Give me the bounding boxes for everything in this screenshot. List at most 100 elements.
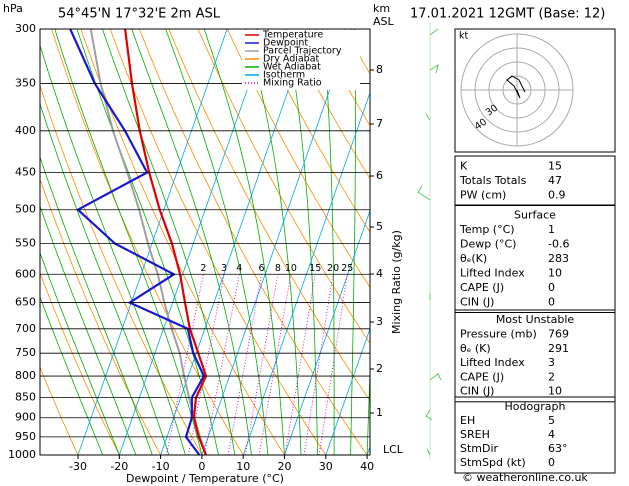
isotherm bbox=[201, 29, 352, 455]
table-label: CAPE (J) bbox=[460, 370, 504, 383]
y-tick-label: 900 bbox=[15, 411, 36, 424]
date-header: 17.01.2021 12GMT (Base: 12) bbox=[410, 7, 605, 22]
isotherm bbox=[242, 91, 370, 455]
table-value: 47 bbox=[548, 174, 562, 187]
wet-adiabat bbox=[285, 29, 318, 455]
mixing-ratio-line bbox=[203, 274, 240, 455]
dry-adiabat bbox=[256, 29, 370, 234]
table-title: Most Unstable bbox=[496, 313, 575, 326]
wet-adiabat bbox=[165, 29, 269, 455]
mixing-ratio-line bbox=[284, 274, 316, 455]
table-label: StmDir bbox=[460, 442, 499, 455]
table-box bbox=[454, 396, 616, 474]
table-value: 769 bbox=[548, 327, 569, 340]
wet-adiabat bbox=[40, 155, 153, 455]
footer: © weatheronline.co.uk bbox=[462, 471, 588, 484]
km-tick-label: 7 bbox=[376, 117, 383, 130]
legend-label: Dry Adiabat bbox=[263, 54, 320, 65]
wet-adiabat bbox=[40, 205, 137, 455]
mixing-ratio-line bbox=[303, 274, 334, 455]
hodograph-frame bbox=[454, 28, 616, 153]
x-tick-label: 40 bbox=[360, 460, 374, 473]
x-tick-label: -30 bbox=[69, 460, 87, 473]
table-label: CIN (J) bbox=[460, 385, 494, 398]
wet-adiabat bbox=[366, 362, 370, 455]
mixing-ratio-label: 15 bbox=[309, 263, 321, 274]
dry-adiabat bbox=[109, 29, 327, 455]
table-label: θₑ(K) bbox=[460, 252, 487, 265]
y-tick-label: 800 bbox=[15, 369, 36, 382]
mixing-ratio-label: 10 bbox=[285, 263, 297, 274]
wet-adiabat bbox=[40, 295, 104, 455]
mixing-ratio-label: 8 bbox=[275, 263, 281, 274]
dry-adiabat bbox=[226, 29, 370, 288]
legend-label: Dewpoint bbox=[263, 38, 308, 49]
y-tick-label: 1000 bbox=[8, 448, 36, 461]
mixing-ratio-line bbox=[258, 274, 292, 455]
wind-profile bbox=[417, 22, 442, 460]
y-tick-label: 850 bbox=[15, 390, 36, 403]
wet-adiabat bbox=[350, 29, 356, 455]
table-label: Temp (°C) bbox=[459, 223, 515, 236]
hodograph-trace bbox=[506, 75, 526, 99]
table-value: 0 bbox=[548, 295, 555, 308]
table-label: CIN (J) bbox=[460, 295, 494, 308]
table-label: K bbox=[460, 159, 468, 172]
wet-adiabat bbox=[40, 102, 170, 455]
y-tick-label: 450 bbox=[15, 165, 36, 178]
legend-label: Parcel Trajectory bbox=[263, 46, 342, 57]
mixing-ratio-line bbox=[318, 274, 348, 455]
y-tick-label: 500 bbox=[15, 203, 36, 216]
legend-label: Isotherm bbox=[263, 70, 305, 81]
dry-adiabat bbox=[197, 29, 370, 344]
table-value: 15 bbox=[548, 159, 562, 172]
x-tick-label: 0 bbox=[198, 460, 205, 473]
isotherm bbox=[160, 29, 311, 455]
table-value: 10 bbox=[548, 385, 562, 398]
hodograph-unit: kt bbox=[459, 31, 469, 42]
chart-title: 54°45'N 17°32'E 2m ASL bbox=[58, 7, 221, 22]
y-tick-label: 700 bbox=[15, 322, 36, 335]
mixing-ratio-label: 4 bbox=[236, 263, 242, 274]
legend-label: Wet Adiabat bbox=[263, 62, 321, 73]
wet-adiabat bbox=[131, 29, 252, 455]
km-label: km bbox=[373, 2, 390, 15]
wet-adiabat bbox=[54, 29, 203, 455]
table-value: 283 bbox=[548, 252, 569, 265]
y2-axis-title: Mixing Ratio (g/kg) bbox=[390, 230, 403, 334]
table-value: 3 bbox=[548, 356, 555, 369]
isotherm bbox=[118, 29, 269, 455]
mixing-ratio-label: 2 bbox=[200, 263, 206, 274]
y-tick-label: 650 bbox=[15, 296, 36, 309]
mixing-ratio-line bbox=[227, 274, 262, 455]
table-label: CAPE (J) bbox=[460, 281, 504, 294]
table-value: 4 bbox=[548, 428, 555, 441]
legend-label: Mixing Ratio bbox=[263, 78, 322, 89]
legend-box bbox=[242, 30, 360, 90]
table-value: 63° bbox=[548, 442, 568, 455]
x-tick-label: -20 bbox=[110, 460, 128, 473]
km-tick-label: 6 bbox=[376, 169, 383, 182]
dry-adiabat bbox=[40, 366, 79, 455]
y-tick-label: 400 bbox=[15, 124, 36, 137]
isotherm bbox=[284, 209, 370, 455]
y-tick-label: 550 bbox=[15, 236, 36, 249]
dry-adiabat bbox=[520, 29, 629, 455]
table-label: Lifted Index bbox=[460, 266, 525, 279]
x-tick-label: 20 bbox=[278, 460, 292, 473]
wet-adiabat bbox=[245, 29, 302, 455]
y-tick-label: 950 bbox=[15, 430, 36, 443]
table-value: 5 bbox=[548, 414, 555, 427]
mixing-ratio-line bbox=[166, 274, 204, 455]
table-label: Dewp (°C) bbox=[460, 237, 516, 250]
table-label: Totals Totals bbox=[459, 174, 527, 187]
table-value: -0.6 bbox=[548, 237, 569, 250]
mixing-ratio-line bbox=[244, 274, 279, 455]
table-value: 0 bbox=[548, 281, 555, 294]
table-value: 0.9 bbox=[548, 188, 566, 201]
y-tick-label: 350 bbox=[15, 77, 36, 90]
x-tick-label: 10 bbox=[236, 460, 250, 473]
profiles bbox=[69, 29, 208, 455]
km-tick-label: 1 bbox=[376, 406, 383, 419]
isotherm bbox=[77, 29, 228, 455]
